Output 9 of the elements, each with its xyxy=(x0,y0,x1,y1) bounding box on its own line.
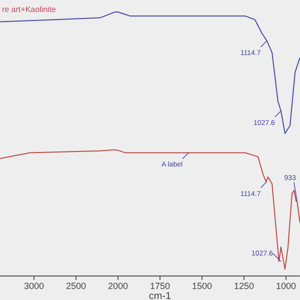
x-tick-label: 2500 xyxy=(66,281,86,291)
x-tick-label: 3000 xyxy=(24,281,44,291)
x-tick-label: 2000 xyxy=(108,281,128,291)
annotation: re art+Kaolinite xyxy=(2,5,57,14)
x-tick-label: 1500 xyxy=(192,281,212,291)
x-tick-label: 1000 xyxy=(276,281,296,291)
x-tick-label: 1750 xyxy=(150,281,170,291)
x-axis-title: cm-1 xyxy=(148,291,172,300)
x-tick-label: 1250 xyxy=(234,281,254,291)
